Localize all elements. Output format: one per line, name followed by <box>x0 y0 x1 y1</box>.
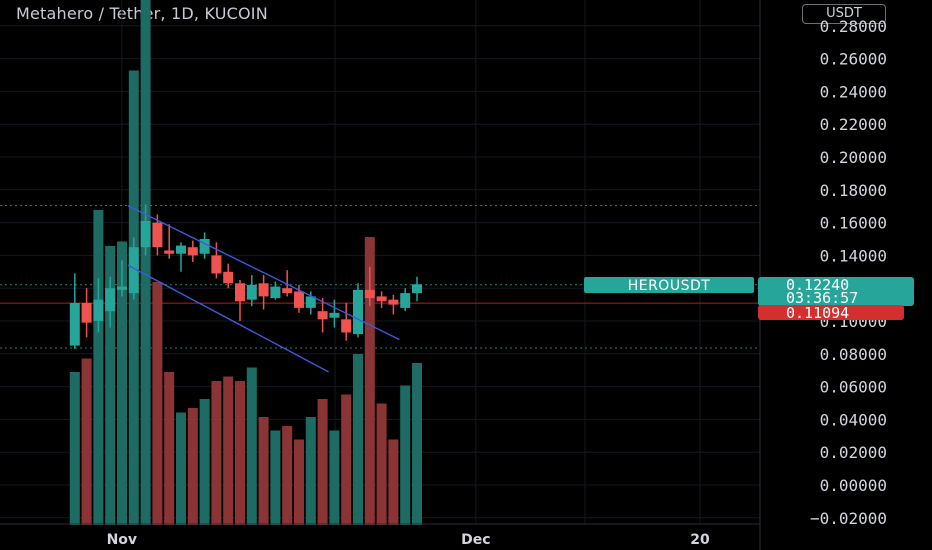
volume-bar <box>353 354 363 525</box>
y-tick-label: 0.04000 <box>820 410 887 429</box>
candle-body <box>140 220 151 248</box>
candle-body <box>93 299 104 321</box>
candle-body <box>211 255 222 274</box>
candle-body <box>164 250 175 254</box>
volume-bar <box>258 417 269 525</box>
volume-bar <box>294 439 304 525</box>
volume-bar <box>187 408 198 525</box>
volume-bar <box>199 399 210 525</box>
candle-body <box>412 284 422 294</box>
candle-body <box>376 296 387 302</box>
candle-body <box>341 319 352 333</box>
volume-bar <box>329 430 340 525</box>
crosshair-price-tag-bg <box>758 305 904 320</box>
candle-body <box>105 288 116 312</box>
volume-bar <box>246 367 257 525</box>
trend-channel[interactable] <box>127 205 400 373</box>
volume-bar <box>105 246 116 525</box>
candle-body <box>199 239 210 254</box>
volume-bar <box>223 376 234 525</box>
volume-bar <box>152 282 163 525</box>
x-tick-label: 20 <box>690 532 710 548</box>
candle-body <box>117 286 127 290</box>
volume-bar <box>305 417 316 525</box>
candle-body <box>353 289 363 335</box>
y-tick-label: 0.00000 <box>820 476 887 495</box>
volume-bar <box>388 439 399 525</box>
candle-body <box>364 289 375 299</box>
price-tags: HEROUSDT 0.12240 03:36:57 0.11094 <box>584 276 914 322</box>
y-tick-label: 0.20000 <box>820 148 887 167</box>
candle-body <box>270 286 281 299</box>
volume-bar <box>81 358 92 525</box>
last-price-label: 0.12240 <box>786 276 849 294</box>
candle-body <box>235 283 245 302</box>
volume-bar <box>317 399 328 525</box>
price-axis[interactable]: 0.28000 0.26000 0.24000 0.22000 0.20000 0.180… <box>810 17 887 528</box>
candle-body <box>152 222 163 248</box>
volume-bar <box>117 241 127 525</box>
y-tick-label: 0.06000 <box>820 378 887 397</box>
y-tick-label: 0.22000 <box>820 115 887 134</box>
candles <box>69 204 422 349</box>
y-tick-label: 0.26000 <box>820 50 887 69</box>
candle-body <box>258 283 269 297</box>
volume-bar <box>93 210 104 525</box>
candle-body <box>223 271 234 284</box>
candle-body <box>388 299 399 305</box>
y-tick-label: −0.02000 <box>810 509 887 528</box>
volume-bar <box>400 385 411 525</box>
countdown-label: 03:36:57 <box>786 289 858 307</box>
volume-bar <box>341 394 352 525</box>
y-tick-label: 0.28000 <box>820 17 887 36</box>
candle-body <box>246 284 257 300</box>
volume-bar <box>364 237 375 525</box>
currency-badge[interactable]: USDT <box>802 4 886 24</box>
volume-bar <box>140 0 151 525</box>
y-tick-label: 0.18000 <box>820 181 887 200</box>
candle-body <box>294 291 304 308</box>
y-tick-label: 0.16000 <box>820 214 887 233</box>
volume-bar <box>176 412 186 525</box>
crosshair-price-label: 0.11094 <box>786 304 849 322</box>
volume-bar <box>164 372 175 525</box>
candle-body <box>128 247 139 294</box>
y-tick-label: 0.14000 <box>820 246 887 265</box>
symbol-tag-bg <box>584 277 754 293</box>
candle-body <box>282 288 293 294</box>
volume-bar <box>376 403 387 525</box>
channel-lower-line[interactable] <box>127 264 329 373</box>
x-tick-label: Dec <box>461 532 490 548</box>
y-tick-label: 0.24000 <box>820 82 887 101</box>
volume-bar <box>270 430 281 525</box>
candle-body <box>187 247 198 256</box>
symbol-tag: HEROUSDT <box>628 278 711 294</box>
time-axis[interactable]: Nov Dec 20 <box>107 532 710 548</box>
candle-body <box>176 245 186 254</box>
candle-body <box>329 312 340 318</box>
volume-bar <box>412 363 422 525</box>
last-price-tag-bg <box>758 277 914 306</box>
candle-body <box>317 311 328 320</box>
y-tick-label: 0.08000 <box>820 345 887 364</box>
candle-body <box>81 302 92 323</box>
candle-body <box>400 293 411 308</box>
volume-bar <box>282 426 293 525</box>
channel-upper-line[interactable] <box>127 205 400 341</box>
candle-body <box>69 302 80 346</box>
volume-bar <box>235 381 245 525</box>
y-tick-label: 0.02000 <box>820 443 887 462</box>
volume-bar <box>211 381 222 525</box>
x-tick-label: Nov <box>107 532 137 548</box>
candle-body <box>305 296 316 308</box>
volume-bar <box>69 372 80 525</box>
